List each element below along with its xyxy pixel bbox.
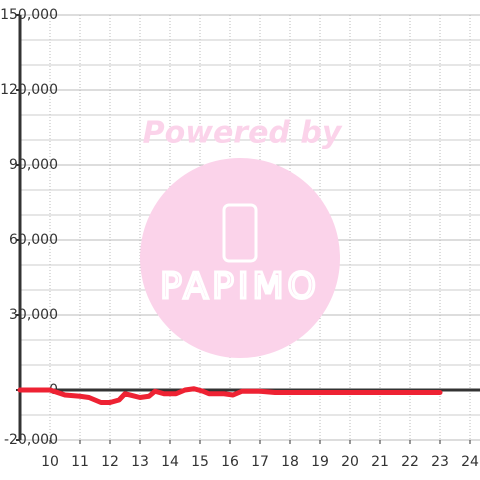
y-tick-label: 30,000 xyxy=(9,307,58,323)
watermark-text: Powered by xyxy=(143,116,343,151)
watermark-circle xyxy=(140,158,340,358)
y-tick-label: -20,000 xyxy=(4,432,58,448)
x-tick-label: 18 xyxy=(281,454,299,470)
x-tick-label: 13 xyxy=(131,454,149,470)
x-tick-label: 15 xyxy=(191,454,209,470)
x-tick-label: 14 xyxy=(161,454,179,470)
x-tick-label: 10 xyxy=(41,454,59,470)
x-tick-label: 24 xyxy=(461,454,479,470)
y-tick-label: 120,000 xyxy=(0,82,58,98)
data-line xyxy=(17,386,443,405)
watermark-logo: PAPIMO xyxy=(160,266,320,307)
x-tick-label: 11 xyxy=(71,454,89,470)
y-tick-label: 90,000 xyxy=(9,157,58,173)
x-tick-label: 19 xyxy=(311,454,329,470)
x-tick-label: 12 xyxy=(101,454,119,470)
x-tick-label: 20 xyxy=(341,454,359,470)
y-tick-label: 150,000 xyxy=(0,7,58,23)
x-tick-label: 23 xyxy=(431,454,449,470)
x-tick-label: 16 xyxy=(221,454,239,470)
y-tick-label: 60,000 xyxy=(9,232,58,248)
x-tick-label: 22 xyxy=(401,454,419,470)
x-tick-label: 21 xyxy=(371,454,389,470)
watermark-icon xyxy=(222,203,258,263)
x-tick-label: 17 xyxy=(251,454,269,470)
